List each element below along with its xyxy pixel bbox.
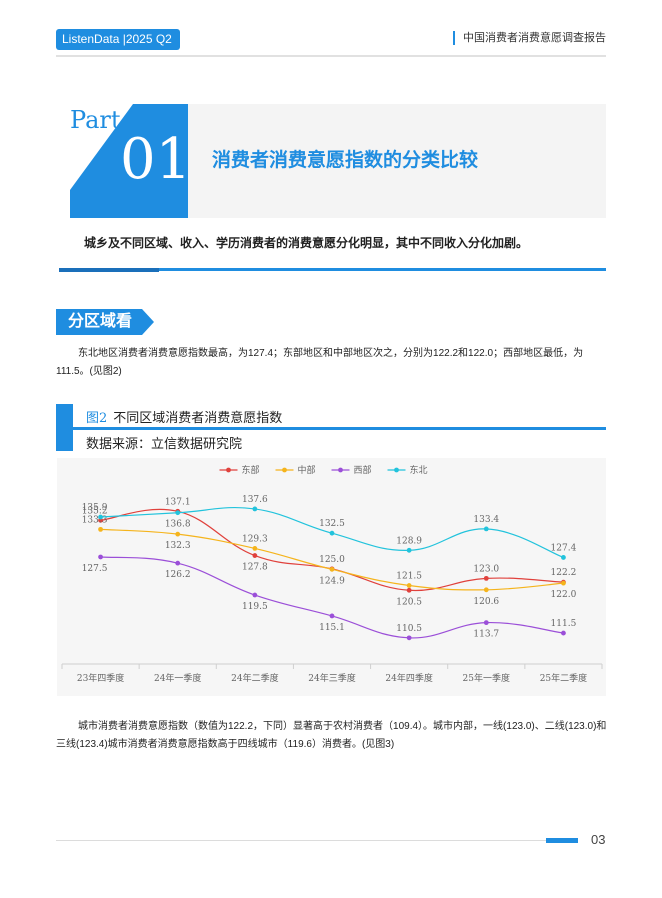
data-point: [406, 635, 412, 641]
data-label: 113.7: [473, 630, 499, 640]
part-heading-background: [188, 104, 606, 218]
legend-marker: [282, 467, 287, 473]
data-label: 127.5: [82, 564, 108, 574]
data-label: 115.1: [319, 623, 345, 633]
data-point: [406, 583, 412, 588]
figure-title: 图2 不同区域消费者消费意愿指数: [86, 407, 282, 426]
data-point: [252, 546, 258, 551]
data-point: [406, 547, 412, 553]
data-label: 110.5: [396, 624, 422, 634]
data-label: 127.4: [551, 543, 577, 553]
data-label: 119.5: [242, 602, 268, 612]
data-point: [252, 592, 258, 598]
data-label: 125.0: [319, 555, 345, 565]
page-number: 03: [591, 832, 606, 847]
part-title: 消费者消费意愿指数的分类比较: [212, 149, 479, 171]
data-label: 120.5: [396, 597, 422, 607]
line-chart: 23年四季度 24年一季度 24年二季度 24年三季度 24年四季度 25年一季度 25年二…: [57, 458, 606, 696]
header-divider: [56, 55, 606, 57]
data-label: 122.0: [551, 590, 577, 600]
x-tick-label: 25年一季度: [463, 672, 510, 684]
data-point: [329, 613, 335, 619]
x-tick-label: 24年三季度: [308, 672, 355, 684]
legend-label: 西部: [354, 464, 372, 476]
data-point: [483, 620, 489, 626]
data-label: 137.6: [242, 495, 268, 505]
legend-label: 东部: [242, 464, 260, 476]
data-label: 132.5: [319, 519, 345, 529]
x-tick-label: 24年一季度: [154, 672, 201, 684]
legend-label: 东北: [410, 464, 428, 476]
summary-divider-accent: [59, 268, 159, 272]
paragraph-region-summary: 东北地区消费者消费意愿指数最高，为127.4；东部地区和中部地区次之，分别为12…: [56, 348, 584, 377]
legend-marker: [394, 467, 399, 473]
data-label: 128.9: [396, 536, 422, 546]
x-tick-label: 24年二季度: [231, 672, 278, 684]
legend-label: 中部: [298, 464, 316, 476]
figure-accent-bar: [56, 404, 73, 451]
footer-accent: [546, 838, 578, 843]
data-point: [483, 587, 489, 593]
data-label: 120.6: [473, 597, 499, 607]
figure-source: 数据来源：立信数据研究院: [86, 437, 243, 452]
part-number: 01: [120, 127, 192, 192]
data-label: 135.9: [82, 503, 108, 513]
data-label: 122.2: [551, 568, 577, 578]
legend-marker: [226, 467, 231, 473]
data-point: [561, 580, 566, 586]
data-label: 126.2: [165, 570, 191, 580]
data-point: [329, 566, 335, 572]
data-point: [483, 526, 489, 532]
brand-tag: ListenData |2025 Q2: [56, 29, 180, 50]
summary-divider: [59, 268, 606, 271]
paragraph-city-summary: 城市消费者消费意愿指数（数值为122.2，下同）显著高于农村消费者（109.4）…: [56, 721, 607, 750]
data-label: 136.8: [165, 520, 191, 530]
figure-title-divider: [73, 427, 606, 430]
data-label: 124.9: [319, 576, 345, 586]
data-point: [252, 506, 258, 512]
data-point: [483, 575, 489, 581]
data-label: 132.3: [165, 541, 191, 551]
data-label: 135.2: [82, 506, 108, 516]
data-point: [98, 517, 103, 523]
data-point: [98, 554, 103, 560]
x-tick-label: 25年二季度: [540, 672, 587, 684]
figure-title-text: 不同区域消费者消费意愿指数: [113, 411, 283, 426]
data-label: 123.0: [473, 564, 499, 574]
data-point: [329, 530, 335, 536]
data-point: [175, 531, 181, 537]
line-chart-svg: 23年四季度 24年一季度 24年二季度 24年三季度 24年四季度 25年一季度 25年二…: [61, 464, 603, 684]
x-tick-label: 24年四季度: [385, 672, 432, 684]
data-label: 127.8: [242, 563, 268, 573]
data-point: [406, 587, 412, 593]
data-point: [252, 553, 258, 558]
data-label: 129.3: [242, 534, 268, 544]
report-title: 中国消费者消费意愿调查报告: [453, 31, 606, 45]
data-label: 111.5: [551, 619, 577, 629]
x-tick-label: 23年四季度: [77, 672, 124, 684]
figure-number: 图2: [86, 411, 108, 426]
data-label: 137.1: [165, 497, 191, 507]
data-point: [175, 510, 181, 516]
section-label: 分区域看: [68, 313, 133, 330]
legend-marker: [338, 467, 343, 473]
part-number-block: [70, 104, 188, 218]
data-label: 121.5: [396, 572, 422, 582]
data-point: [98, 514, 103, 520]
data-point: [561, 630, 566, 636]
section-tag: [56, 309, 154, 335]
footer-divider: [56, 840, 546, 841]
data-label: 133.3: [82, 515, 108, 525]
part-label: Part: [70, 106, 121, 134]
data-label: 133.4: [473, 515, 499, 525]
data-point: [98, 526, 103, 532]
part-summary: 城乡及不同区域、收入、学历消费者的消费意愿分化明显，其中不同收入分化加剧。: [84, 236, 529, 250]
data-point: [561, 555, 566, 560]
data-point: [175, 560, 181, 566]
